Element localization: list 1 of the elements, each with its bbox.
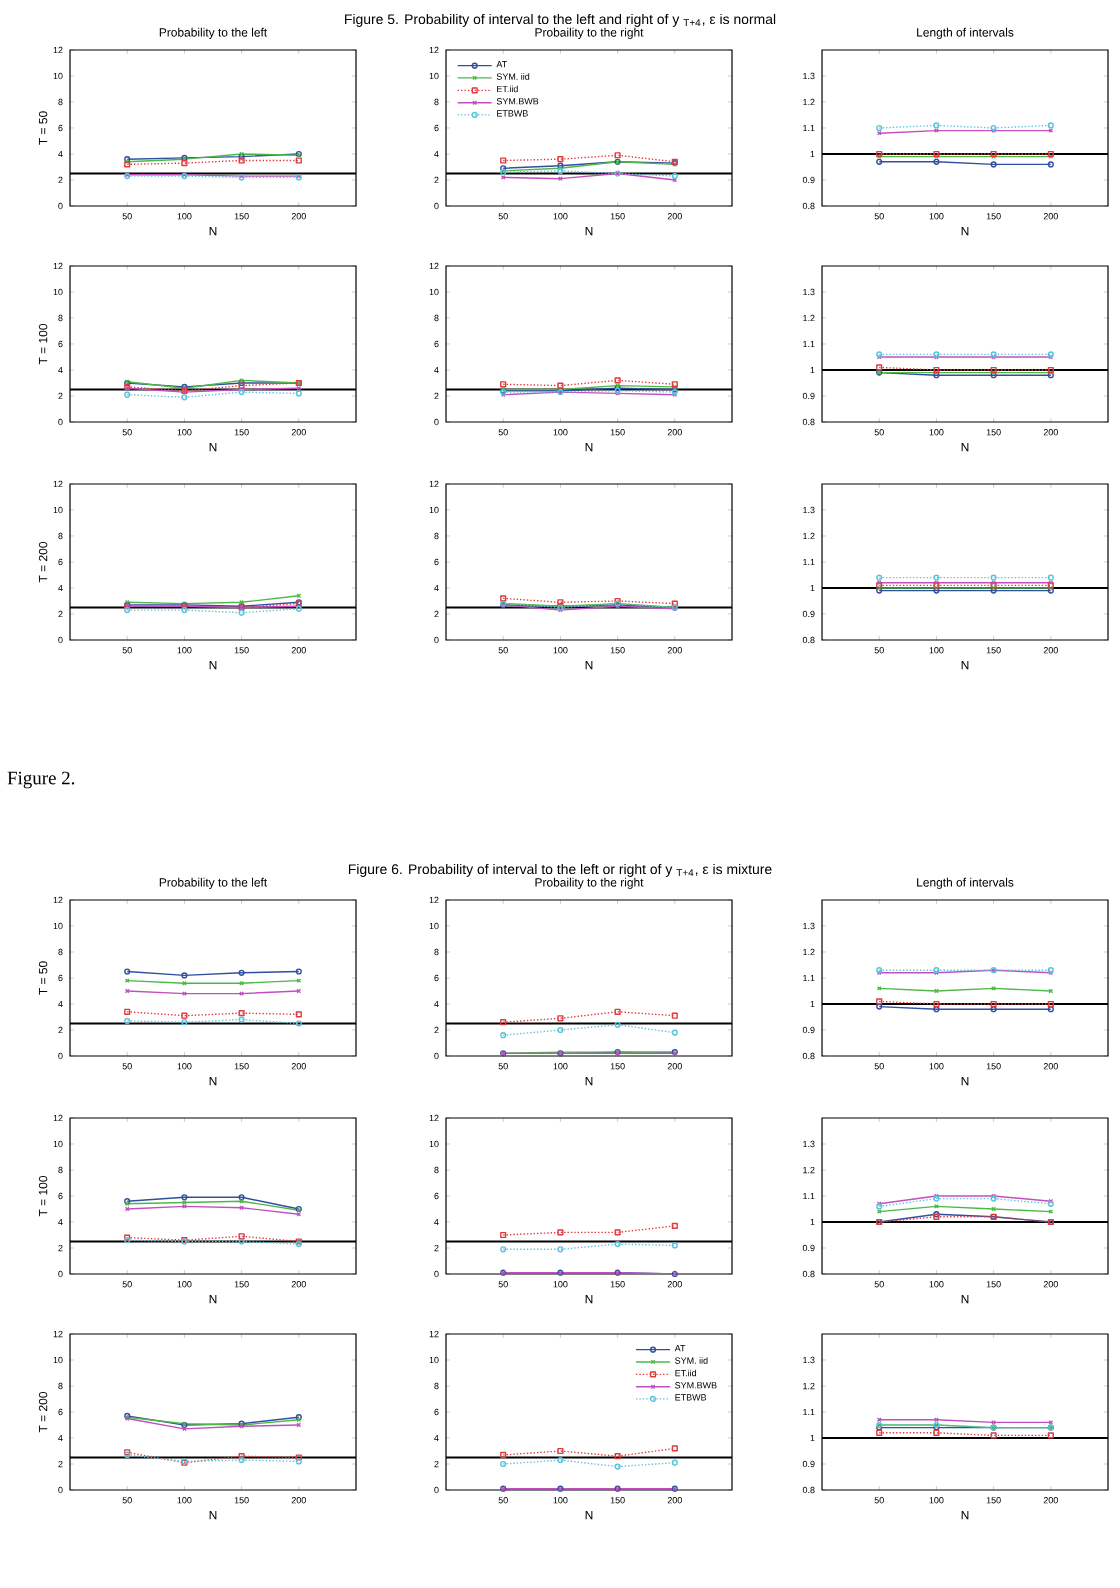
caption: Figure 2. [7,771,75,789]
